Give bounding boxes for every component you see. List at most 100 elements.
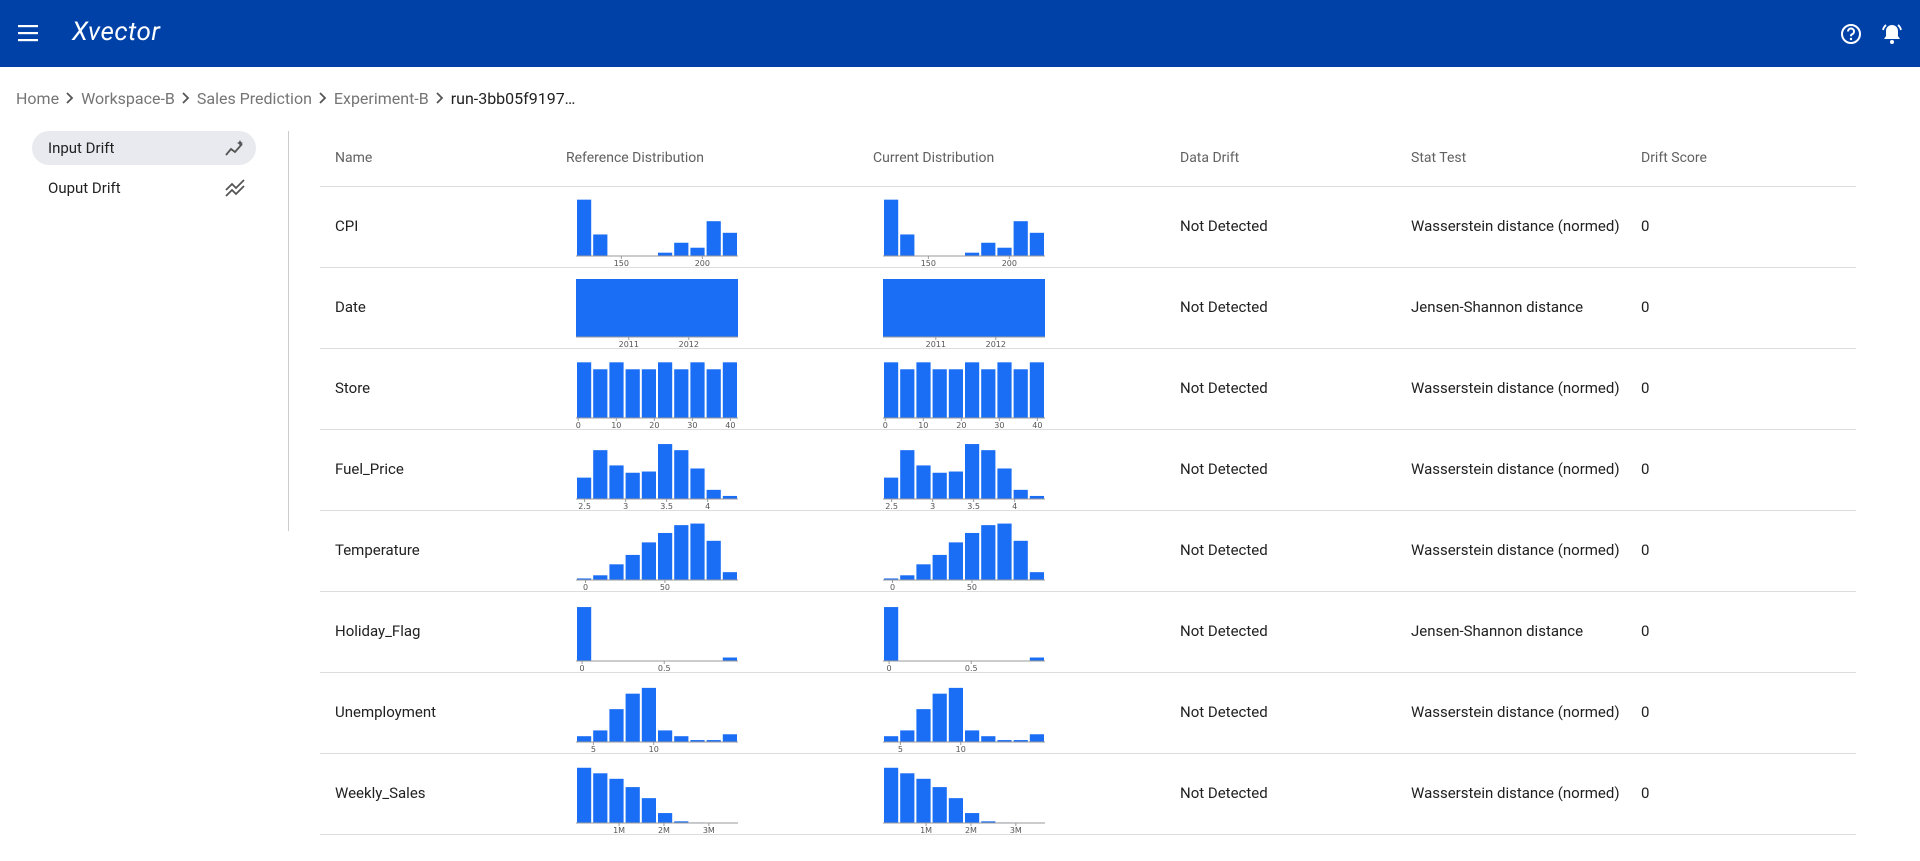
histogram: 150 200 xyxy=(883,199,1045,267)
histogram-bar xyxy=(625,787,640,823)
histogram: 2.5 3 3.5 4 xyxy=(576,444,738,510)
logo[interactable]: Xvector xyxy=(72,17,161,47)
histogram-bar xyxy=(884,607,899,661)
drift-score: 0 xyxy=(1641,217,1650,235)
x-tick-label: 4 xyxy=(1012,502,1017,510)
histogram-bar xyxy=(674,821,689,823)
column-header: Name xyxy=(335,150,373,166)
chevron xyxy=(436,92,443,104)
histogram-bar xyxy=(1029,734,1044,742)
histogram-bar xyxy=(884,767,899,823)
histogram-bar xyxy=(916,564,931,580)
histogram-bar xyxy=(593,450,608,499)
breadcrumb-item[interactable]: Workspace-B xyxy=(81,88,175,108)
stat-test: Wasserstein distance (normed) xyxy=(1411,217,1620,235)
histogram-bar xyxy=(706,489,721,499)
histogram-bar xyxy=(1029,572,1044,580)
x-tick-label: 0 xyxy=(887,664,892,672)
histogram-bar xyxy=(965,252,980,256)
histogram-bar xyxy=(674,525,689,580)
stat-test: Jensen-Shannon distance xyxy=(1411,622,1584,640)
histogram-bar xyxy=(997,740,1012,742)
column-header: Reference Distribution xyxy=(566,150,704,166)
histogram-bar xyxy=(884,736,899,742)
histogram-bar xyxy=(593,730,608,742)
histogram-bar xyxy=(577,767,592,823)
nav-item[interactable]: Ouput Drift xyxy=(32,171,256,205)
histogram-bar xyxy=(706,221,721,256)
histogram-bar xyxy=(1013,489,1028,499)
x-tick-label: 4 xyxy=(705,502,710,510)
breadcrumb-item[interactable]: run-3bb05f9197… xyxy=(450,88,576,108)
x-tick-label: 150 xyxy=(921,259,936,267)
histogram-bar xyxy=(609,465,624,499)
feature-name: Temperature xyxy=(335,541,420,559)
data-drift: Not Detected xyxy=(1180,703,1268,721)
stat-test: Wasserstein distance (normed) xyxy=(1411,379,1620,397)
x-tick-label: 1M xyxy=(613,826,625,834)
histogram-bar xyxy=(641,542,656,580)
breadcrumb-separator xyxy=(319,92,327,104)
histogram-bar xyxy=(609,709,624,742)
histogram: 2011 2012 xyxy=(576,279,738,348)
histogram-bar xyxy=(981,369,996,418)
column-header: Drift Score xyxy=(1641,150,1707,166)
x-tick-label: 1M xyxy=(920,826,932,834)
x-tick-label: 200 xyxy=(1002,259,1017,267)
feature-name: Unemployment xyxy=(335,703,437,721)
help-button[interactable] xyxy=(1840,23,1862,45)
histogram-bar xyxy=(641,471,656,499)
feature-name: Fuel_Price xyxy=(335,460,404,478)
histogram-bar xyxy=(1029,495,1044,499)
chevron xyxy=(66,92,74,104)
x-tick-label: 10 xyxy=(611,421,621,429)
table-row: Fuel_Price 2.5 3 3.5 4 2.5 3 3.5 4 Not Detected Wa… xyxy=(320,429,1856,511)
histogram-bar xyxy=(674,369,689,418)
drift-score: 0 xyxy=(1641,622,1650,640)
breadcrumb-item[interactable]: Home xyxy=(16,88,60,108)
histogram-bar xyxy=(1029,362,1044,418)
stat-test: Wasserstein distance (normed) xyxy=(1411,784,1620,802)
histogram: 150 200 xyxy=(576,199,738,267)
notifications-button[interactable] xyxy=(1880,22,1904,46)
x-tick-label: 20 xyxy=(649,421,659,429)
histogram-bar xyxy=(932,787,947,823)
histogram-bar xyxy=(577,362,592,418)
x-tick-label: 200 xyxy=(695,259,710,267)
drift-score: 0 xyxy=(1641,541,1650,559)
x-tick-label: 50 xyxy=(660,583,670,591)
histogram-bar xyxy=(706,540,721,580)
data-drift: Not Detected xyxy=(1180,460,1268,478)
histogram-bar xyxy=(932,554,947,580)
breadcrumb-item[interactable]: Experiment-B xyxy=(333,88,429,108)
histogram-bar xyxy=(965,532,980,580)
histogram-bar xyxy=(577,578,592,580)
table-header: Name Reference Distribution Current Distri… xyxy=(320,131,1856,187)
x-tick-label: 3M xyxy=(1010,826,1022,834)
histogram: 1M 2M 3M xyxy=(883,767,1045,834)
histogram-bar xyxy=(690,362,705,418)
histogram: 0 10 20 30 40 xyxy=(883,362,1045,429)
x-tick-label: 2012 xyxy=(986,340,1006,348)
histogram: 1M 2M 3M xyxy=(576,767,738,834)
nav-item[interactable]: Input Drift xyxy=(32,131,256,165)
histogram-bar xyxy=(981,525,996,580)
top-bar: Xvector xyxy=(0,0,1920,67)
drift-score: 0 xyxy=(1641,379,1650,397)
x-tick-label: 30 xyxy=(687,421,697,429)
histogram-bar xyxy=(965,813,980,823)
histogram-bar xyxy=(916,465,931,499)
divider xyxy=(288,131,289,531)
histogram-bar xyxy=(965,362,980,418)
histogram: 0 10 20 30 40 xyxy=(576,362,738,429)
histogram-bar xyxy=(722,734,737,742)
x-tick-label: 40 xyxy=(1032,421,1042,429)
histogram-bar xyxy=(658,730,673,742)
histogram-bar xyxy=(1013,221,1028,256)
menu-button[interactable] xyxy=(18,24,40,42)
histogram-bar xyxy=(674,242,689,256)
breadcrumb-item[interactable]: Sales Prediction xyxy=(196,88,312,108)
table-row: Date 2011 2012 2011 2012 Not Detected Jensen-S… xyxy=(320,267,1856,349)
histogram-bar xyxy=(658,362,673,418)
